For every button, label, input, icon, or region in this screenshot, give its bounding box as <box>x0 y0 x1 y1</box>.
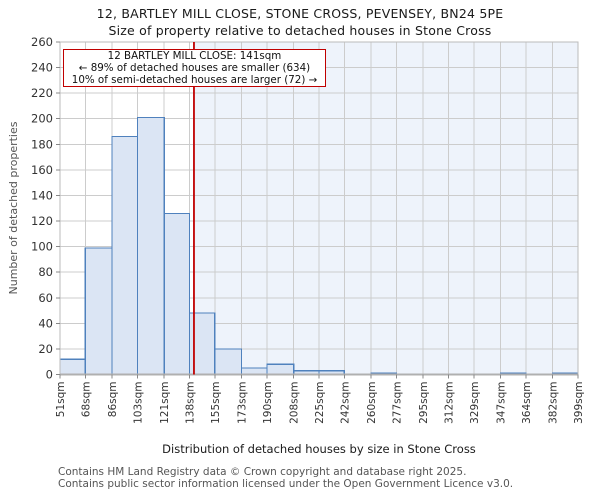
y-tick-label: 180 <box>31 137 53 151</box>
y-tick-label: 160 <box>31 163 53 177</box>
x-tick-label: 329sqm <box>469 381 481 423</box>
y-axis-label: Number of detached properties <box>7 121 20 295</box>
chart-subtitle: Size of property relative to detached ho… <box>108 23 492 38</box>
x-tick-label: 208sqm <box>289 382 301 424</box>
footer-line-1: Contains HM Land Registry data © Crown c… <box>58 466 467 478</box>
x-axis-title: Distribution of detached houses by size … <box>162 442 476 456</box>
histogram-bar <box>214 348 243 376</box>
annotation-box: 12 BARTLEY MILL CLOSE: 141sqm ← 89% of d… <box>63 49 326 87</box>
chart-title: 12, BARTLEY MILL CLOSE, STONE CROSS, PEV… <box>96 6 504 21</box>
annotation-larger-pct: 10% of semi-detached houses are larger (… <box>71 74 318 86</box>
y-tick-label: 60 <box>38 291 53 305</box>
histogram-bar <box>163 212 191 376</box>
x-tick-label: 103sqm <box>132 382 144 424</box>
histogram-bar <box>111 136 139 376</box>
x-tick-label: 242sqm <box>339 382 351 424</box>
x-tick-label: 86sqm <box>107 382 119 418</box>
x-tick-label: 277sqm <box>391 382 403 424</box>
y-tick-label: 20 <box>38 342 53 356</box>
y-tick-label: 120 <box>31 214 53 228</box>
x-tick-label: 51sqm <box>55 382 67 418</box>
y-tick-label: 100 <box>31 240 53 254</box>
x-tick-label: 173sqm <box>237 382 249 424</box>
larger-region-shade <box>193 42 578 375</box>
y-tick-label: 240 <box>31 61 53 75</box>
histogram-bar <box>136 116 165 376</box>
x-tick-label: 399sqm <box>573 382 585 424</box>
annotation-smaller-pct: ← 89% of detached houses are smaller (63… <box>78 62 311 74</box>
x-tick-label: 260sqm <box>366 382 378 424</box>
x-tick-label: 138sqm <box>185 382 197 424</box>
x-tick-label: 225sqm <box>314 382 326 424</box>
x-tick-label: 155sqm <box>210 382 222 424</box>
histogram-bar <box>266 363 295 376</box>
x-tick-label: 121sqm <box>159 382 171 424</box>
annotation-property-size: 12 BARTLEY MILL CLOSE: 141sqm <box>107 50 282 62</box>
x-tick-label: 347sqm <box>496 381 508 423</box>
x-tick-label: 190sqm <box>262 382 274 424</box>
x-tick-label: 312sqm <box>444 382 456 424</box>
y-tick-label: 260 <box>31 35 53 49</box>
histogram-bar <box>84 247 113 376</box>
y-tick-label: 40 <box>38 316 53 330</box>
y-tick-label: 0 <box>46 368 53 382</box>
x-tick-label: 382sqm <box>548 382 560 424</box>
y-tick-label: 140 <box>31 188 53 202</box>
x-tick-label: 364sqm <box>521 382 533 424</box>
y-tick-label: 220 <box>31 86 53 100</box>
histogram-bar <box>59 358 86 376</box>
footer-attribution: Contains HM Land Registry data © Crown c… <box>58 466 598 490</box>
x-tick-label: 295sqm <box>418 382 430 424</box>
y-tick-label: 200 <box>31 112 53 126</box>
x-tick-label: 68sqm <box>80 382 92 418</box>
footer-line-2: Contains public sector information licen… <box>58 477 514 490</box>
y-tick-label: 80 <box>38 265 53 279</box>
